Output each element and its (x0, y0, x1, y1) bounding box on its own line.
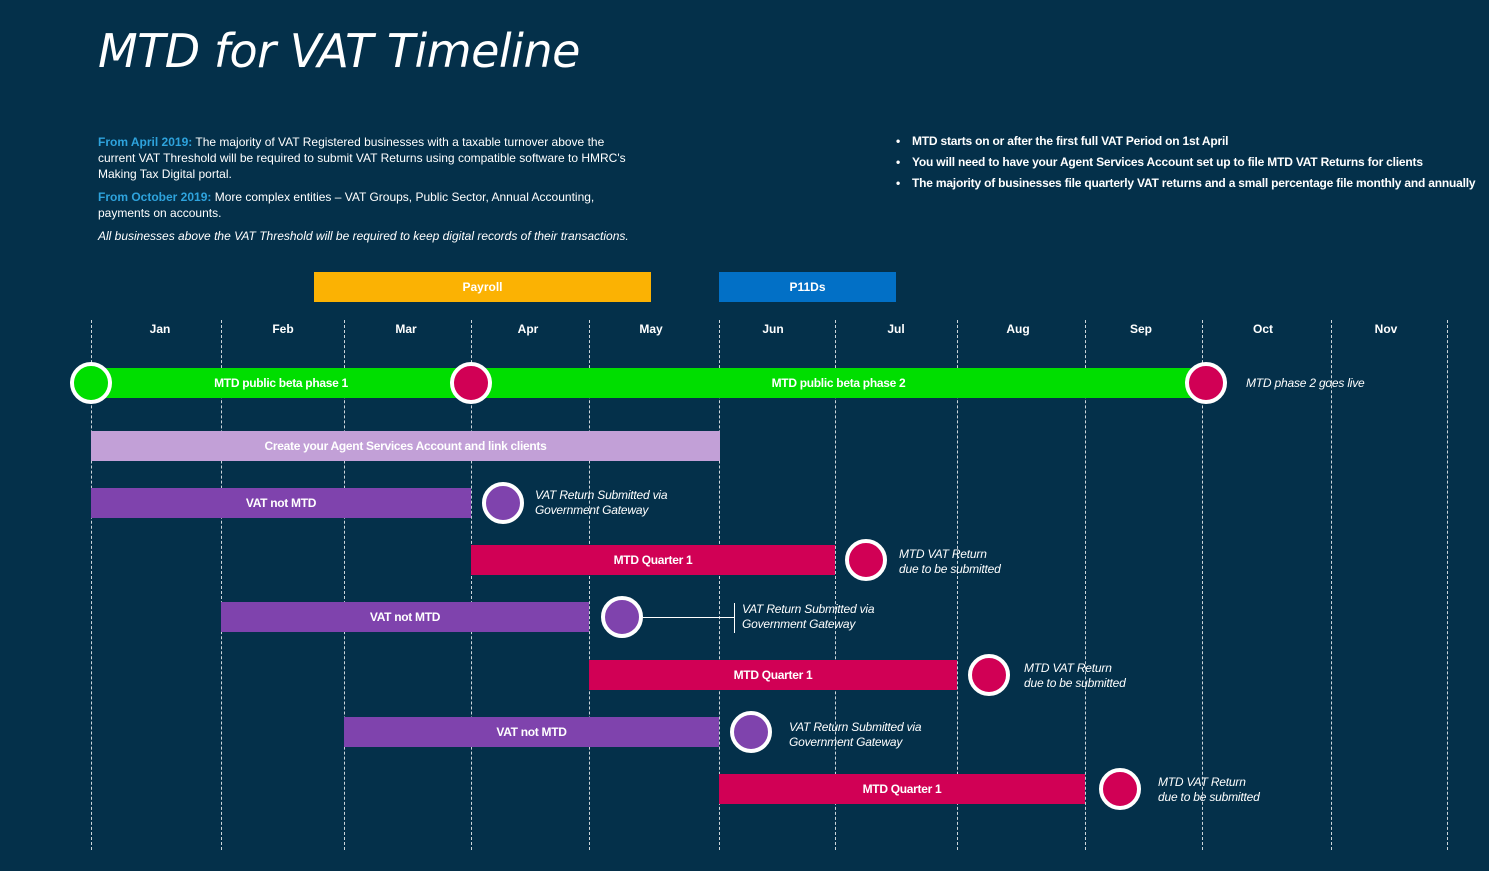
key-point: MTD starts on or after the first full VA… (896, 134, 1475, 148)
month-label-nov: Nov (1374, 322, 1398, 336)
month-gridline (589, 320, 590, 850)
month-gridline (471, 320, 472, 850)
month-label-aug: Aug (1006, 322, 1030, 336)
month-gridline (1202, 320, 1203, 850)
vat-not-mtd-bar-1: VAT not MTD (91, 488, 471, 518)
due-label-line-2: due to be submitted (1158, 790, 1260, 804)
key-points-list: MTD starts on or after the first full VA… (896, 134, 1476, 197)
gateway-submission-marker-1 (482, 482, 524, 524)
gateway-submission-marker-2 (601, 596, 643, 638)
gateway-label-line-1: VAT Return Submitted via (789, 720, 922, 734)
gateway-label-line-2: Government Gateway (789, 735, 903, 749)
month-label-jan: Jan (149, 322, 171, 336)
payroll-tag: Payroll (314, 272, 651, 302)
annotation-connector (643, 617, 734, 618)
month-label-feb: Feb (272, 322, 294, 336)
p11ds-tag: P11Ds (719, 272, 896, 302)
april-text: The majority of VAT Registered businesse… (98, 135, 626, 181)
month-gridline (957, 320, 958, 850)
month-gridline (835, 320, 836, 850)
beta-phase-2-bar: MTD public beta phase 2 (471, 368, 1206, 398)
month-gridline (344, 320, 345, 850)
beta-phase-2-start-marker (450, 362, 492, 404)
due-label-line-1: MTD VAT Return (1024, 661, 1112, 675)
beta-phase-1-start-marker (70, 362, 112, 404)
key-point: You will need to have your Agent Service… (896, 155, 1475, 169)
mtd-return-due-label-2: MTD VAT Return due to be submitted (1024, 661, 1126, 691)
vat-not-mtd-bar-2: VAT not MTD (221, 602, 589, 632)
beta-phase-1-bar: MTD public beta phase 1 (91, 368, 471, 398)
month-label-jun: Jun (762, 322, 784, 336)
gateway-submission-marker-3 (730, 711, 772, 753)
gateway-label-line-1: VAT Return Submitted via (535, 488, 668, 502)
gateway-label-line-2: Government Gateway (742, 617, 856, 631)
due-label-line-2: due to be submitted (1024, 676, 1126, 690)
intro-text: From April 2019: The majority of VAT Reg… (98, 134, 633, 251)
gateway-label-line-2: Government Gateway (535, 503, 649, 517)
phase-2-go-live-marker (1185, 362, 1227, 404)
month-gridline (1331, 320, 1332, 850)
phase-2-go-live-label: MTD phase 2 goes live (1246, 376, 1365, 390)
month-gridline (719, 320, 720, 850)
month-gridline (221, 320, 222, 850)
month-gridline (1085, 320, 1086, 850)
intro-april-paragraph: From April 2019: The majority of VAT Reg… (98, 134, 633, 182)
month-gridline (91, 320, 92, 850)
mtd-return-due-marker-3 (1099, 768, 1141, 810)
key-point: The majority of businesses file quarterl… (896, 176, 1476, 190)
month-gridline (1447, 320, 1448, 850)
mtd-return-due-label-3: MTD VAT Return due to be submitted (1158, 775, 1260, 805)
month-label-apr: Apr (517, 322, 539, 336)
annotation-connector (734, 603, 735, 633)
month-label-may: May (639, 322, 663, 336)
october-text: More complex entities – VAT Groups, Publ… (98, 190, 595, 220)
digital-records-note: All businesses above the VAT Threshold w… (98, 229, 629, 243)
mtd-return-due-label-1: MTD VAT Return due to be submitted (899, 547, 1001, 577)
due-label-line-1: MTD VAT Return (899, 547, 987, 561)
month-label-oct: Oct (1252, 322, 1273, 336)
gateway-submission-label-1: VAT Return Submitted via Government Gate… (535, 488, 668, 518)
month-label-sep: Sep (1129, 322, 1152, 336)
due-label-line-2: due to be submitted (899, 562, 1001, 576)
month-label-mar: Mar (395, 322, 417, 336)
gateway-submission-label-3: VAT Return Submitted via Government Gate… (789, 720, 922, 750)
gateway-label-line-1: VAT Return Submitted via (742, 602, 875, 616)
month-label-jul: Jul (887, 322, 905, 336)
october-highlight: From October 2019: (98, 190, 212, 204)
intro-october-paragraph: From October 2019: More complex entities… (98, 189, 633, 221)
gateway-submission-label-2: VAT Return Submitted via Government Gate… (742, 602, 875, 632)
mtd-quarter-bar-2: MTD Quarter 1 (589, 660, 957, 690)
mtd-return-due-marker-2 (968, 654, 1010, 696)
mtd-quarter-bar-3: MTD Quarter 1 (719, 774, 1085, 804)
due-label-line-1: MTD VAT Return (1158, 775, 1246, 789)
mtd-return-due-marker-1 (845, 539, 887, 581)
vat-not-mtd-bar-3: VAT not MTD (344, 717, 719, 747)
mtd-quarter-bar-1: MTD Quarter 1 (471, 545, 835, 575)
page-title: MTD for VAT Timeline (98, 24, 580, 78)
agent-services-bar: Create your Agent Services Account and l… (91, 431, 720, 461)
april-highlight: From April 2019: (98, 135, 193, 149)
